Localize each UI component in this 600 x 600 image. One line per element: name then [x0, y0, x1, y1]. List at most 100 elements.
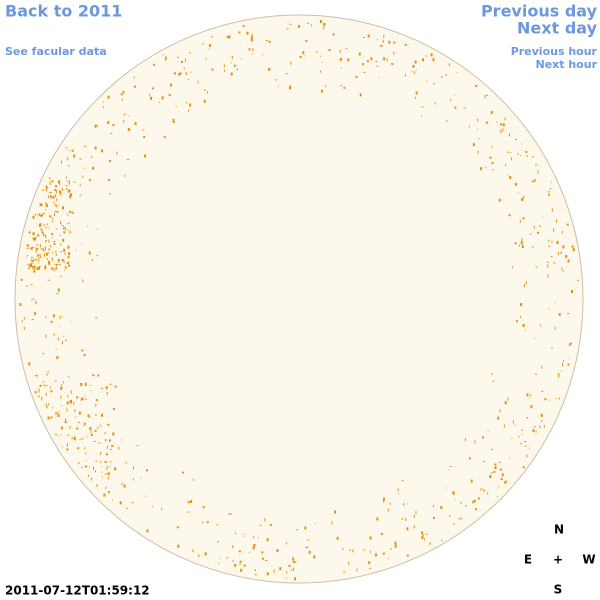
speck: [67, 376, 70, 378]
speck: [161, 96, 164, 100]
speck: [445, 120, 448, 122]
speck: [58, 325, 60, 327]
speck: [65, 227, 67, 231]
next-day-link[interactable]: Next day: [517, 19, 598, 38]
speck: [376, 38, 378, 40]
speck: [109, 383, 112, 385]
speck: [58, 204, 59, 206]
speck: [363, 71, 366, 73]
speck: [253, 544, 256, 547]
speck: [69, 399, 72, 403]
speck: [449, 465, 452, 467]
speck: [472, 500, 474, 504]
speck: [28, 362, 31, 366]
speck: [483, 460, 486, 462]
speck: [244, 535, 246, 537]
solar-disc: [14, 14, 584, 584]
speck: [558, 313, 561, 316]
speck: [87, 225, 88, 227]
speck: [78, 462, 80, 465]
speck: [61, 259, 64, 261]
speck: [88, 179, 91, 182]
previous-hour-link[interactable]: Previous hour: [511, 45, 598, 58]
speck: [485, 121, 488, 124]
speck: [59, 182, 61, 185]
speck: [45, 392, 47, 396]
speck: [285, 73, 288, 75]
speck: [67, 215, 69, 217]
speck: [55, 211, 58, 213]
speck: [60, 243, 62, 246]
speck: [239, 560, 242, 563]
speck: [476, 128, 478, 130]
speck: [66, 401, 69, 405]
speck: [554, 326, 556, 330]
speck: [415, 510, 417, 514]
speck: [62, 381, 64, 384]
speck: [296, 529, 299, 531]
speck: [27, 264, 30, 266]
speck: [172, 120, 175, 123]
speck: [131, 502, 134, 504]
speck: [55, 412, 58, 415]
speck: [477, 118, 479, 122]
facular-link[interactable]: See facular data: [5, 45, 107, 58]
speck: [537, 231, 539, 234]
speck: [84, 382, 87, 386]
speck: [55, 228, 58, 230]
speck: [85, 465, 88, 468]
speck: [39, 384, 42, 387]
speck: [489, 156, 492, 159]
speck: [152, 506, 154, 508]
speck: [39, 213, 41, 217]
speck: [45, 202, 47, 205]
speck: [507, 397, 509, 401]
speck: [433, 517, 435, 519]
speck: [521, 197, 524, 201]
speck: [498, 486, 500, 488]
speck: [101, 149, 104, 153]
speck: [521, 143, 523, 145]
speck: [507, 151, 509, 153]
speck: [80, 383, 83, 387]
speck: [50, 191, 52, 193]
compass-west: W: [582, 553, 595, 567]
speck: [123, 484, 126, 488]
speck: [535, 266, 538, 268]
speck: [325, 85, 327, 88]
speck: [347, 58, 350, 62]
speck: [32, 246, 35, 248]
speck: [557, 373, 560, 375]
speck: [33, 266, 36, 269]
speck: [186, 102, 187, 103]
speck: [101, 476, 103, 478]
speck: [549, 399, 551, 401]
speck: [108, 95, 109, 98]
speck: [37, 259, 40, 261]
speck: [153, 63, 156, 66]
speck: [45, 334, 47, 338]
speck: [239, 563, 242, 565]
speck: [68, 252, 71, 256]
speck: [448, 469, 450, 471]
speck: [36, 248, 39, 250]
speck: [510, 152, 512, 153]
speck: [73, 154, 76, 158]
speck: [503, 424, 505, 428]
speck: [60, 395, 62, 399]
back-link[interactable]: Back to 2011: [5, 2, 122, 21]
speck: [526, 393, 529, 397]
speck: [54, 211, 56, 213]
speck: [228, 513, 230, 515]
previous-day-link[interactable]: Previous day: [481, 2, 598, 21]
speck: [468, 457, 471, 460]
speck: [32, 259, 35, 262]
speck: [123, 120, 125, 124]
speck: [23, 326, 25, 330]
speck: [54, 203, 56, 206]
next-hour-link[interactable]: Next hour: [536, 58, 598, 71]
speck: [63, 248, 66, 252]
speck: [42, 212, 45, 214]
speck: [55, 348, 57, 350]
speck: [426, 80, 428, 82]
